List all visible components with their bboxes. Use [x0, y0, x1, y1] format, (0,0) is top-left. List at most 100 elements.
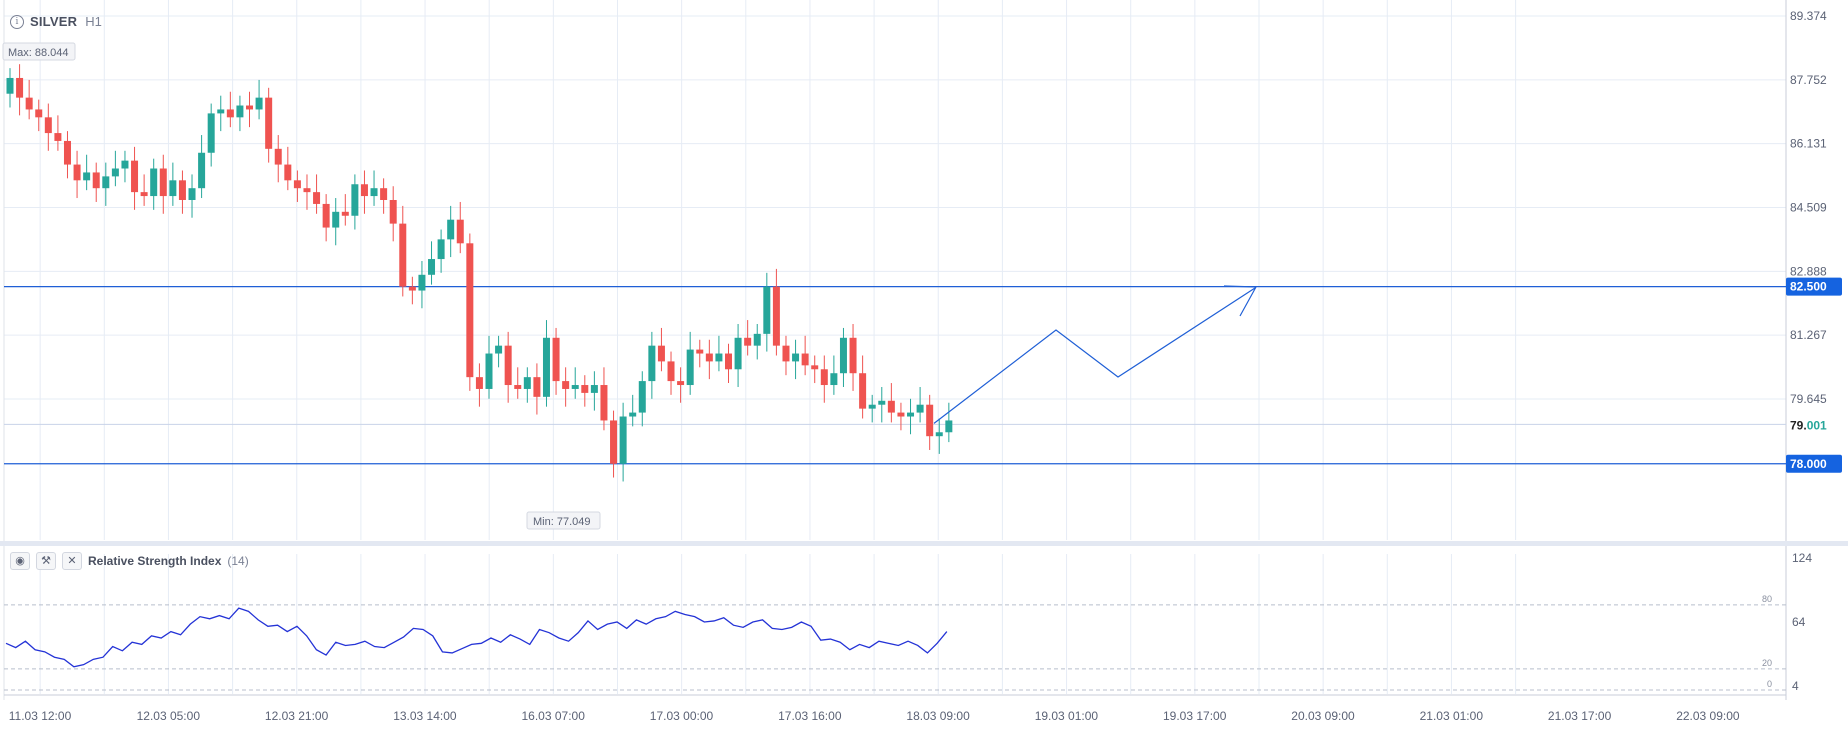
- last-price-label: 79.001: [1790, 418, 1827, 432]
- candle-body: [303, 188, 311, 193]
- candle-body: [734, 337, 742, 370]
- candle-body: [725, 353, 732, 370]
- wrench-icon[interactable]: ⚒: [36, 552, 56, 570]
- candle-body: [140, 192, 148, 197]
- projection-arrowhead: [1223, 285, 1257, 317]
- candle-body: [772, 286, 780, 346]
- candle-body: [274, 148, 282, 165]
- candle-body: [926, 404, 934, 437]
- close-icon[interactable]: ✕: [62, 552, 82, 570]
- time-tick-label: 21.03 17:00: [1548, 709, 1612, 723]
- candle-body: [399, 223, 407, 287]
- timeframe-label[interactable]: H1: [85, 14, 102, 29]
- candle-body: [466, 243, 474, 378]
- rsi-level-label: 20: [1762, 658, 1772, 668]
- candle-body: [916, 404, 924, 413]
- candle-body: [667, 361, 675, 382]
- time-tick-label: 12.03 05:00: [137, 709, 201, 723]
- price-tick-label: 81.267: [1790, 328, 1827, 342]
- candle-body: [293, 180, 301, 189]
- time-tick-label: 19.03 01:00: [1035, 709, 1099, 723]
- candle-body: [849, 337, 857, 374]
- candle-body: [648, 345, 656, 382]
- candle-body: [284, 164, 292, 181]
- panel-divider: [0, 541, 1848, 546]
- min-label-box: [526, 511, 601, 530]
- candle-body: [820, 369, 828, 386]
- candle-body: [686, 349, 694, 386]
- candle-body: [610, 420, 618, 464]
- rsi-level-label: 0: [1767, 679, 1772, 689]
- level-badge: [1786, 277, 1842, 296]
- time-tick-label: 21.03 01:00: [1420, 709, 1484, 723]
- candle-body: [715, 353, 723, 362]
- candle-body: [370, 188, 378, 197]
- candle-body: [533, 377, 541, 397]
- time-tick-label: 22.03 09:00: [1676, 709, 1740, 723]
- candle-body: [83, 172, 91, 181]
- candle-body: [102, 176, 110, 189]
- candle-body: [207, 113, 215, 153]
- candle-body: [226, 109, 234, 118]
- candle-body: [523, 377, 531, 389]
- candle-body: [188, 188, 196, 201]
- candle-body: [111, 168, 119, 177]
- max-label-box: [2, 42, 76, 61]
- candle-body: [945, 420, 953, 433]
- candle-body: [6, 77, 14, 94]
- candle-body: [705, 353, 713, 362]
- time-tick-label: 19.03 17:00: [1163, 709, 1227, 723]
- candle-body: [92, 172, 100, 189]
- candle-body: [792, 353, 800, 362]
- candle-body: [907, 412, 915, 417]
- candle-body: [839, 337, 847, 374]
- candle-body: [437, 239, 445, 260]
- candle-body: [418, 274, 426, 291]
- candle-body: [63, 140, 71, 165]
- candle-body: [428, 259, 436, 275]
- candle-body: [255, 97, 263, 110]
- candle-body: [447, 219, 455, 240]
- candle-body: [629, 412, 637, 417]
- candle-body: [475, 377, 483, 389]
- candle-body: [456, 219, 464, 244]
- time-tick-label: 11.03 12:00: [9, 709, 72, 723]
- candle-body: [332, 211, 340, 228]
- rsi-tick-label: 64: [1792, 615, 1806, 629]
- candle-body: [495, 345, 503, 354]
- candle-body: [198, 152, 206, 189]
- candle-body: [638, 381, 646, 413]
- candle-body: [830, 373, 838, 386]
- candle-body: [236, 105, 244, 118]
- candle-body: [878, 400, 886, 405]
- price-tick-label: 79.645: [1790, 392, 1827, 406]
- candle-body: [562, 381, 570, 389]
- eye-icon[interactable]: ◉: [10, 552, 30, 570]
- price-tick-label: 87.752: [1790, 73, 1827, 87]
- level-badge: [1786, 454, 1842, 473]
- candle-body: [351, 184, 359, 216]
- candle-body: [657, 345, 665, 362]
- time-tick-label: 13.03 14:00: [393, 709, 457, 723]
- time-tick-label: 17.03 00:00: [650, 709, 714, 723]
- candle-body: [389, 200, 397, 224]
- rsi-tick-label: 4: [1792, 679, 1799, 693]
- candle-body: [178, 180, 186, 201]
- symbol-label: SILVER: [30, 14, 78, 29]
- candle-body: [217, 109, 225, 114]
- candle-body: [485, 353, 493, 389]
- candle-body: [54, 133, 62, 141]
- candle-body: [25, 97, 33, 110]
- rsi-tick-label: 124: [1792, 551, 1812, 565]
- candle-body: [150, 168, 158, 197]
- candle-body: [504, 345, 512, 386]
- candle-body: [897, 412, 905, 417]
- rsi-period: (14): [227, 554, 249, 568]
- candle-body: [571, 385, 579, 389]
- time-tick-label: 20.03 09:00: [1291, 709, 1355, 723]
- info-icon[interactable]: i: [10, 14, 24, 29]
- candle-body: [322, 203, 330, 228]
- candle-body: [121, 160, 129, 169]
- candle-body: [360, 184, 368, 197]
